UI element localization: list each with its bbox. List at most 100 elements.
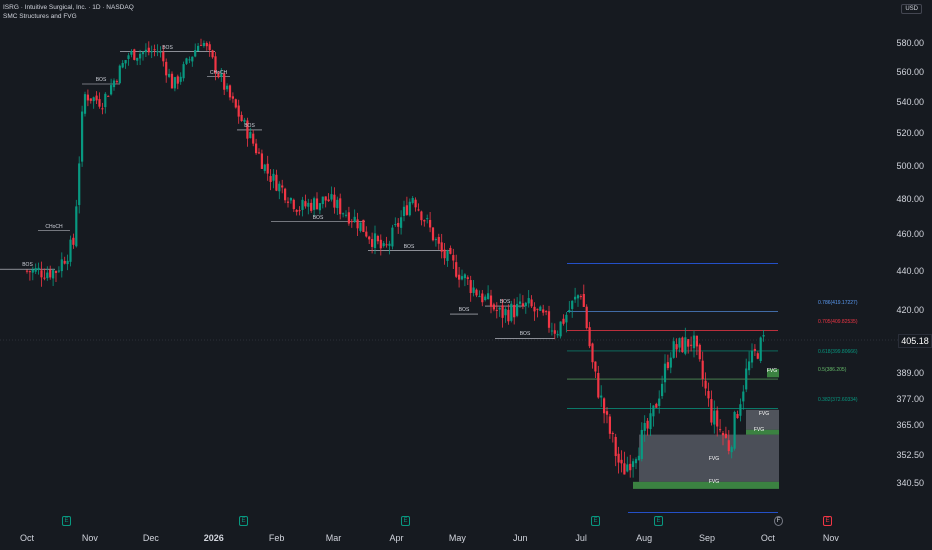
candle [637, 447, 640, 461]
candle [559, 321, 562, 339]
time-tick: 2026 [203, 533, 224, 543]
candle [513, 298, 516, 325]
candle [385, 236, 388, 248]
structure-label: BOS [458, 307, 470, 314]
time-tick: Mar [325, 533, 342, 543]
candle [408, 198, 411, 217]
candle [692, 330, 696, 358]
candle [748, 351, 751, 376]
candle [603, 397, 606, 424]
candle [521, 295, 524, 310]
candle [136, 57, 139, 66]
candle [269, 169, 272, 191]
currency-button[interactable]: USD [901, 4, 922, 14]
candle [208, 41, 211, 57]
candle [368, 235, 371, 244]
candle [429, 212, 432, 233]
candle [199, 38, 203, 46]
candle [504, 307, 507, 323]
earnings-event-icon[interactable]: E [654, 516, 663, 526]
price-tick: 480.00 [896, 194, 924, 204]
candle [211, 49, 214, 59]
candle [402, 200, 406, 222]
earnings-event-icon[interactable]: E [401, 516, 410, 526]
zones-layer [633, 368, 779, 489]
candle [698, 343, 701, 362]
price-tick: 520.00 [896, 128, 924, 138]
fvg-label: FVG [708, 455, 720, 462]
fvg-label: FVG [753, 426, 765, 433]
time-tick: Apr [389, 533, 404, 543]
structure-label: BOS [95, 77, 107, 83]
candle [54, 270, 58, 282]
candle [52, 268, 55, 286]
candle [565, 312, 568, 333]
candle [739, 398, 742, 422]
price-tick: 420.00 [896, 305, 924, 315]
candle [547, 305, 551, 333]
candle [487, 285, 490, 300]
candle [556, 330, 559, 338]
earnings-event-icon[interactable]: E [239, 516, 248, 526]
fib-label: 0.618(399.80666) [818, 348, 858, 355]
candle [568, 301, 571, 314]
candle [153, 44, 156, 57]
candle [365, 226, 368, 238]
candle [75, 199, 78, 248]
candle [579, 294, 582, 300]
candle [681, 336, 684, 353]
candle [417, 203, 420, 212]
candle [86, 89, 89, 107]
structure-label: BOS [22, 262, 33, 269]
candle [687, 339, 690, 354]
candle [452, 248, 455, 270]
candle [434, 237, 437, 247]
candle [510, 300, 513, 323]
candle [304, 194, 307, 209]
fvg-zone [746, 409, 779, 430]
candle [130, 49, 133, 58]
candle [330, 186, 333, 202]
candle [278, 181, 281, 200]
candle [661, 375, 664, 399]
earnings-event-icon[interactable]: E [591, 516, 600, 526]
candle [121, 60, 124, 69]
candle [31, 266, 34, 281]
candle [608, 414, 611, 439]
candle [89, 98, 92, 104]
time-tick: Oct [19, 533, 35, 543]
candle [756, 351, 759, 360]
candle [524, 301, 527, 314]
candle [443, 242, 446, 265]
candle [571, 300, 574, 318]
candle [724, 426, 727, 439]
candle [527, 290, 530, 308]
candle [237, 99, 240, 124]
candle [426, 214, 429, 224]
candle [141, 51, 145, 61]
earnings-event-icon[interactable]: E [823, 516, 832, 526]
candle [736, 410, 739, 419]
candle [133, 48, 136, 61]
earnings-event-icon[interactable]: E [62, 516, 71, 526]
candle [719, 419, 722, 433]
candle [327, 193, 330, 202]
dividend-event-icon[interactable]: F [774, 516, 783, 526]
candle [750, 343, 754, 369]
candle [220, 68, 223, 82]
candle [617, 446, 620, 474]
candle [321, 196, 324, 209]
candle [217, 71, 220, 79]
fib-label: 0.705(409.82535) [818, 318, 858, 325]
candle [481, 290, 484, 307]
candle [701, 351, 704, 387]
candle [652, 405, 655, 427]
candle [313, 196, 316, 217]
candle [727, 430, 730, 455]
candle [576, 294, 580, 307]
candle [721, 431, 725, 446]
candle [536, 308, 539, 318]
candle [742, 385, 745, 410]
candle [379, 234, 382, 256]
